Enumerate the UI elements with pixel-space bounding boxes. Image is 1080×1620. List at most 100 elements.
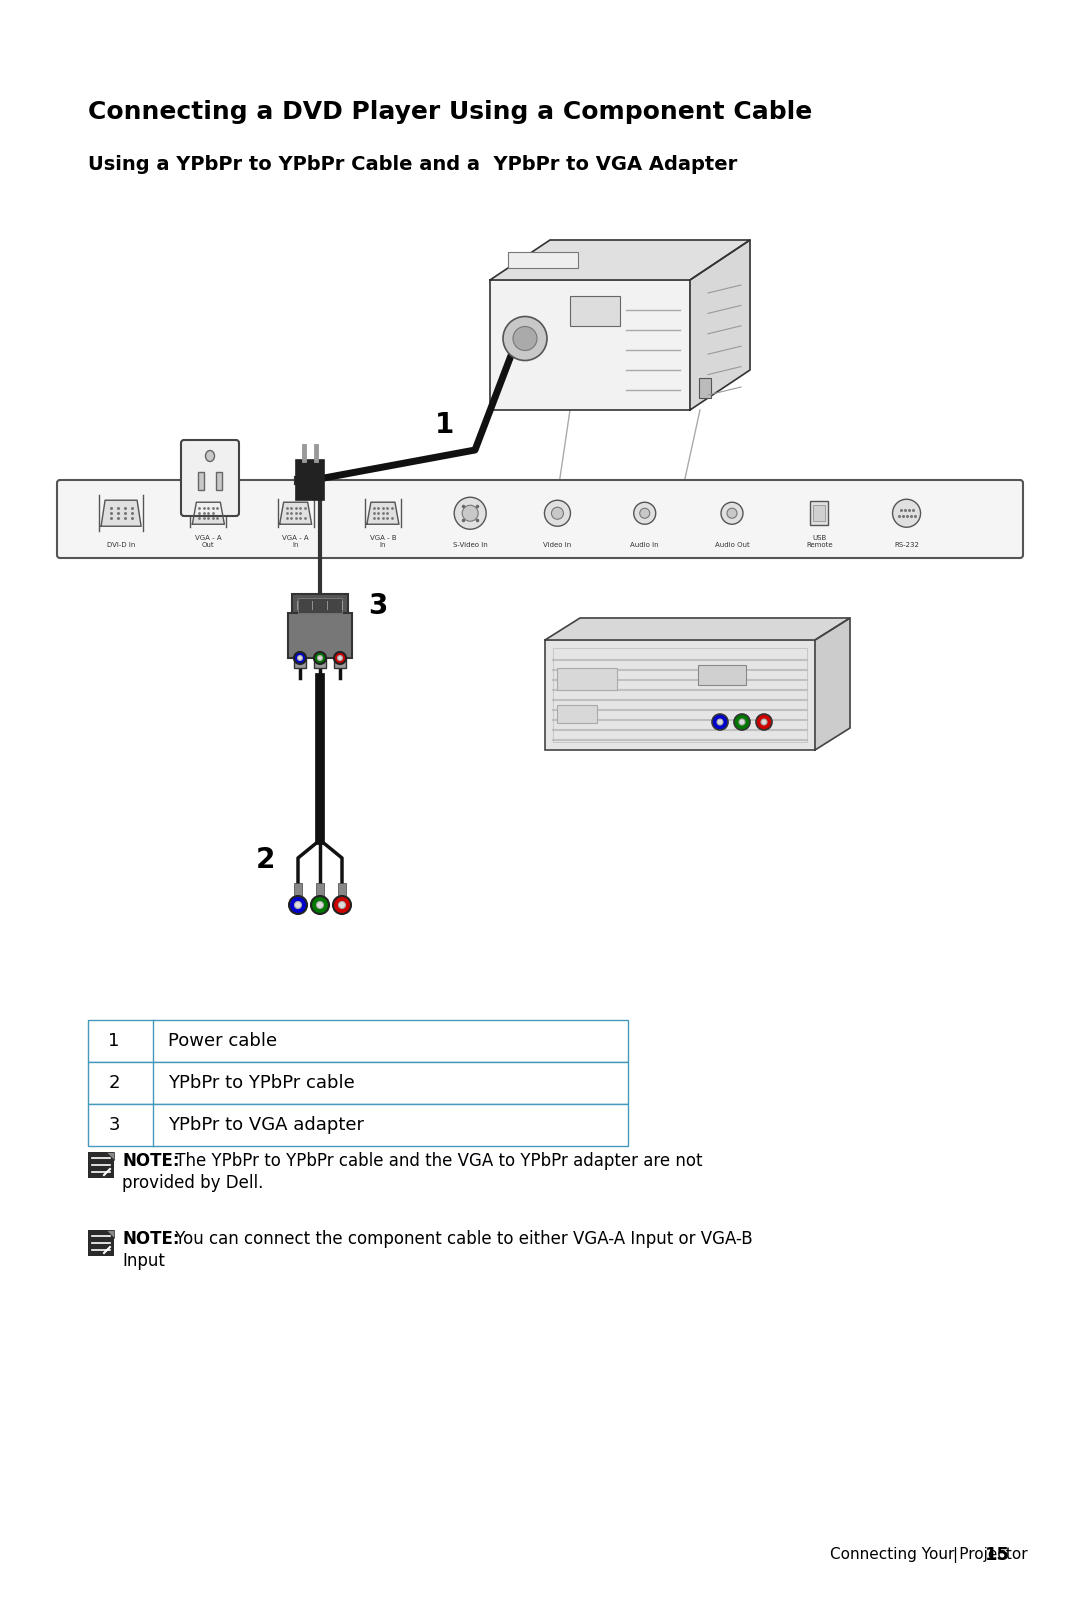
Text: S-Video In: S-Video In [453, 543, 487, 548]
Bar [294, 658, 306, 667]
Circle shape [712, 714, 728, 731]
Bar [87, 1021, 627, 1063]
Bar [557, 705, 597, 723]
Circle shape [333, 896, 351, 914]
Bar [490, 280, 690, 410]
Polygon shape [490, 240, 750, 280]
Polygon shape [815, 617, 850, 750]
Bar [557, 667, 617, 690]
Text: YPbPr to YPbPr cable: YPbPr to YPbPr cable [168, 1074, 354, 1092]
Text: NOTE:: NOTE: [122, 1152, 179, 1170]
Bar [698, 664, 746, 685]
Bar [545, 640, 815, 750]
Text: Using a YPbPr to YPbPr Cable and a  YPbPr to VGA Adapter: Using a YPbPr to YPbPr Cable and a YPbPr… [87, 156, 738, 173]
Circle shape [639, 509, 650, 518]
Text: provided by Dell.: provided by Dell. [122, 1174, 264, 1192]
Circle shape [337, 656, 342, 661]
Circle shape [462, 505, 478, 522]
Text: You can connect the component cable to either VGA-A Input or VGA-B: You can connect the component cable to e… [170, 1230, 753, 1247]
Text: VGA - A
Out: VGA - A Out [195, 535, 221, 548]
Circle shape [311, 896, 329, 914]
Circle shape [544, 501, 570, 526]
Bar [314, 658, 326, 667]
Text: Input: Input [122, 1252, 165, 1270]
Circle shape [503, 316, 546, 361]
Bar [338, 883, 346, 906]
Polygon shape [545, 617, 850, 640]
Polygon shape [280, 502, 312, 525]
Text: YPbPr to VGA adapter: YPbPr to VGA adapter [168, 1116, 364, 1134]
Text: 2: 2 [255, 846, 274, 875]
Circle shape [734, 714, 750, 731]
Bar [294, 883, 302, 906]
Text: 1: 1 [435, 411, 455, 439]
Text: 15: 15 [985, 1545, 1010, 1563]
Circle shape [513, 327, 537, 350]
FancyBboxPatch shape [57, 480, 1023, 557]
Circle shape [338, 901, 346, 909]
Text: NOTE:: NOTE: [122, 1230, 179, 1247]
Polygon shape [102, 501, 141, 526]
Circle shape [316, 901, 324, 909]
Circle shape [756, 714, 772, 731]
Circle shape [892, 499, 920, 526]
Bar [316, 883, 324, 906]
Bar [292, 595, 348, 616]
Text: |: | [953, 1547, 958, 1563]
Text: VGA - B
In: VGA - B In [369, 535, 396, 548]
Bar [198, 471, 204, 489]
Circle shape [297, 656, 302, 661]
Text: USB
Remote: USB Remote [806, 535, 833, 548]
Text: |  |  |  |: | | | | [295, 601, 345, 609]
Circle shape [739, 719, 745, 726]
Polygon shape [690, 240, 750, 410]
Ellipse shape [205, 450, 215, 462]
Circle shape [295, 901, 301, 909]
Circle shape [334, 651, 346, 664]
Text: 2: 2 [108, 1074, 120, 1092]
Polygon shape [367, 502, 399, 525]
Bar [699, 377, 711, 399]
Circle shape [717, 719, 723, 726]
Polygon shape [192, 502, 225, 525]
Bar [570, 295, 620, 326]
Bar [87, 1152, 114, 1178]
Polygon shape [106, 1230, 114, 1238]
Text: Connecting Your Projector: Connecting Your Projector [831, 1547, 1028, 1563]
Bar [288, 612, 352, 658]
Bar [216, 471, 222, 489]
Text: Audio Out: Audio Out [715, 543, 750, 548]
Bar [813, 505, 825, 522]
Circle shape [552, 507, 564, 520]
Text: Connecting a DVD Player Using a Component Cable: Connecting a DVD Player Using a Componen… [87, 100, 812, 125]
Circle shape [721, 502, 743, 525]
Polygon shape [106, 1152, 114, 1160]
Bar [87, 1063, 627, 1103]
Text: The YPbPr to YPbPr cable and the VGA to YPbPr adapter are not: The YPbPr to YPbPr cable and the VGA to … [170, 1152, 702, 1170]
Circle shape [289, 896, 307, 914]
Bar [87, 1230, 114, 1256]
Text: DVI-D In: DVI-D In [107, 543, 135, 548]
Text: Video In: Video In [543, 543, 571, 548]
Circle shape [294, 651, 306, 664]
Text: 3: 3 [108, 1116, 120, 1134]
Text: 3: 3 [368, 591, 388, 620]
Text: VGA - A
In: VGA - A In [282, 535, 309, 548]
Circle shape [314, 651, 326, 664]
FancyBboxPatch shape [181, 441, 239, 517]
Bar [296, 460, 324, 501]
Bar [298, 598, 342, 612]
Bar [87, 1103, 627, 1145]
Text: RS-232: RS-232 [894, 543, 919, 548]
Circle shape [727, 509, 737, 518]
Text: Power cable: Power cable [168, 1032, 278, 1050]
Circle shape [634, 502, 656, 525]
Text: 1: 1 [108, 1032, 120, 1050]
Bar [508, 253, 578, 267]
Circle shape [455, 497, 486, 530]
Bar [553, 648, 807, 742]
Bar [810, 501, 828, 525]
Bar [334, 658, 346, 667]
Circle shape [318, 656, 323, 661]
Text: Audio In: Audio In [631, 543, 659, 548]
